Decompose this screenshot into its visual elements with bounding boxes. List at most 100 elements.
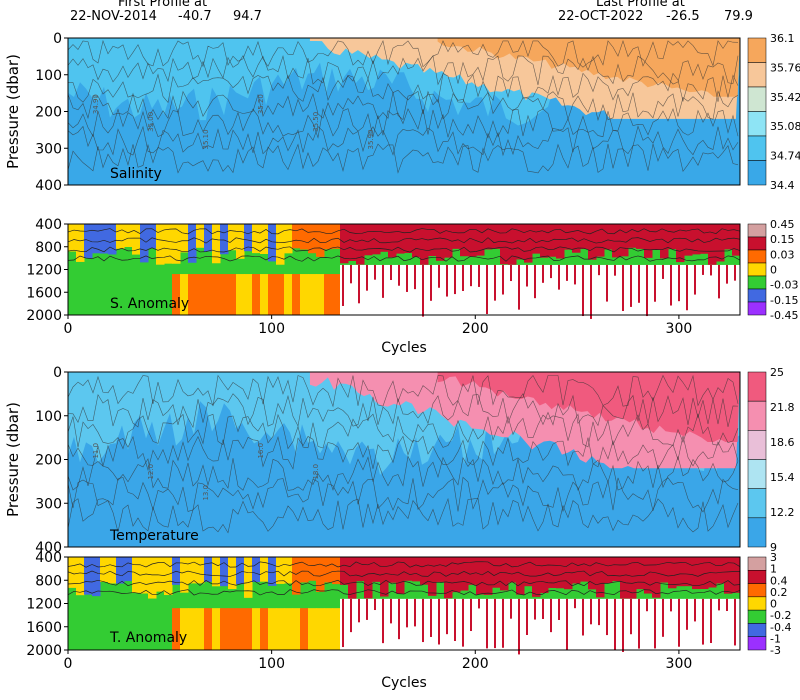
y-tick-label: 2000 [26, 308, 62, 324]
y-axis-label: Pressure (dbar) [4, 402, 22, 517]
colorbar-label: 25 [770, 366, 784, 379]
anom-profile [694, 598, 696, 622]
anom-profile [670, 598, 672, 612]
anom-gap [724, 264, 733, 315]
anom-profile [422, 598, 424, 643]
colorbar-swatch [747, 609, 767, 624]
contour-label: 11.0 [92, 443, 100, 459]
y-tick-label: 200 [35, 105, 62, 121]
anom-gap [708, 598, 717, 650]
anom-profile [726, 264, 728, 284]
anom-cell [684, 557, 693, 587]
anom-gap [412, 264, 421, 315]
anom-profile [414, 264, 416, 290]
anom-gap [372, 598, 381, 650]
anom-profile [646, 264, 648, 317]
y-tick-label: 1600 [26, 620, 62, 636]
contour-label: 35.50 [312, 112, 320, 132]
anom-cell [92, 224, 101, 254]
anom-profile [518, 598, 520, 655]
anom-profile [534, 264, 536, 299]
anom-gap [676, 264, 685, 315]
y-tick-label: 800 [35, 240, 62, 256]
anom-cell [300, 608, 309, 650]
anom-cell [500, 224, 509, 265]
anom-profile [526, 598, 528, 636]
anom-cell [596, 557, 605, 598]
anom-gap [540, 264, 549, 315]
anom-cell [252, 274, 261, 315]
anom-cell [332, 557, 341, 585]
colorbar-swatch [747, 570, 767, 584]
last-profile-label: Last Profile at [596, 0, 685, 10]
colorbar-label: -0.45 [770, 309, 798, 322]
colorbar-swatch [747, 249, 767, 264]
anom-profile [566, 598, 568, 651]
y-tick-label: 800 [35, 573, 62, 589]
colorbar-label: 1 [770, 563, 777, 576]
colorbar-label: -0.4 [770, 621, 791, 634]
anom-cell [212, 557, 221, 587]
colorbar-label: 35.76 [770, 61, 800, 74]
anom-cell [156, 224, 165, 265]
anom-cell [188, 557, 197, 584]
anom-cell [300, 557, 309, 583]
anom-cell [580, 224, 589, 250]
anom-cell [140, 557, 149, 594]
y-tick-label: 1200 [26, 263, 62, 279]
anom-cell [604, 557, 613, 584]
anom-cell [100, 224, 109, 254]
anom-cell [572, 224, 581, 253]
anom-profile [598, 264, 600, 276]
anom-cell [148, 557, 157, 599]
anom-profile [470, 598, 472, 632]
anom-cell [212, 274, 221, 315]
colorbar-label: 12.2 [770, 506, 795, 519]
y-tick-label: 300 [35, 141, 62, 157]
anom-cell [300, 224, 309, 250]
anom-cell [204, 608, 213, 650]
anom-profile [726, 598, 728, 612]
colorbar-label: 0.15 [770, 233, 795, 246]
anom-cell [636, 557, 645, 590]
anom-gap [580, 264, 589, 315]
anom-cell [132, 557, 141, 593]
contour-line [67, 393, 739, 429]
anom-cell [300, 274, 309, 315]
anom-profile [374, 264, 376, 280]
anom-profile [630, 598, 632, 635]
anom-profile [382, 264, 384, 298]
anom-profile [606, 264, 608, 302]
anom-gap [684, 598, 693, 650]
anom-profile [718, 264, 720, 299]
anom-profile [422, 264, 424, 317]
anom-cell [340, 224, 349, 264]
colorbar-swatch [747, 37, 767, 63]
anom-cell [636, 224, 645, 249]
anom-cell [516, 224, 525, 260]
anom-cell [140, 224, 149, 263]
anom-profile [582, 264, 584, 317]
colorbar-swatch [747, 236, 767, 251]
anom-cell [268, 224, 277, 262]
anom-cell [428, 557, 437, 596]
anom-profile [494, 598, 496, 649]
colorbar-swatch [747, 400, 767, 431]
anom-profile [630, 264, 632, 307]
anom-profile [414, 598, 416, 627]
anom-cell [724, 557, 733, 594]
anom-profile [542, 598, 544, 619]
anom-cell [124, 557, 133, 582]
colorbar-label: 21.8 [770, 401, 795, 414]
contour-label: 35.10 [202, 129, 210, 149]
anom-gap [460, 598, 469, 650]
anom-gap [716, 598, 725, 650]
x-tick-label: 100 [258, 321, 285, 337]
anom-cell [668, 557, 677, 589]
anom-cell [172, 608, 181, 650]
anom-cell [380, 224, 389, 252]
anom-gap [652, 264, 661, 315]
anom-cell [180, 224, 189, 253]
y-tick-label: 100 [35, 409, 62, 425]
